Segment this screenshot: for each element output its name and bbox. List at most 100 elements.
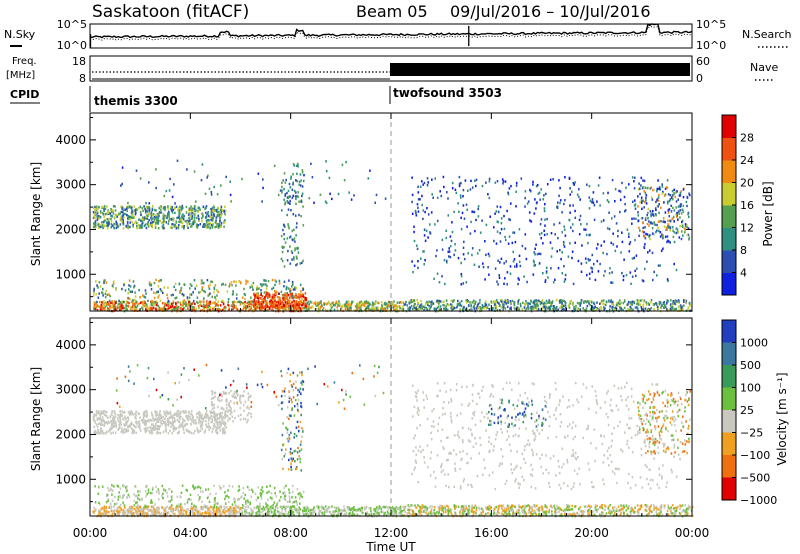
echo-cell [308, 303, 310, 306]
echo-cell [479, 231, 482, 234]
echo-cell [447, 250, 450, 253]
echo-cell [111, 224, 114, 227]
echo-cell [283, 224, 285, 227]
echo-cell [293, 256, 295, 259]
echo-cell [107, 416, 109, 420]
echo-cell [169, 416, 172, 419]
echo-cell [105, 289, 107, 293]
echo-cell [667, 209, 670, 212]
echo-cell [481, 219, 483, 222]
echo-cell [164, 216, 167, 219]
echo-cell [331, 510, 334, 514]
echo-cell [106, 224, 108, 227]
echo-cell [618, 299, 621, 302]
echo-cell [167, 205, 169, 208]
echo-cell [145, 226, 148, 230]
echo-cell [468, 304, 470, 307]
echo-cell [101, 291, 104, 295]
echo-cell [244, 293, 247, 297]
echo-cell [220, 505, 223, 509]
echo-cell [289, 195, 291, 198]
echo-cell [202, 417, 204, 420]
echo-cell [215, 431, 218, 435]
echo-cell [192, 211, 195, 214]
echo-cell [487, 266, 489, 269]
echo-cell [125, 422, 128, 425]
echo-cell [293, 164, 296, 167]
echo-cell [456, 303, 459, 306]
echo-cell [591, 270, 593, 273]
echo-cell [585, 307, 588, 310]
echo-cell [656, 187, 659, 191]
echo-cell [122, 222, 124, 225]
echo-cell [508, 235, 511, 238]
echo-cell [283, 306, 286, 310]
echo-cell [146, 208, 148, 212]
echo-cell [657, 199, 660, 202]
echo-cell [360, 300, 363, 303]
echo-cell [666, 186, 669, 189]
echo-cell [447, 197, 449, 200]
echo-cell [260, 303, 263, 306]
echo-cell [242, 301, 245, 305]
echo-cell [260, 293, 262, 297]
echo-cell [280, 234, 283, 238]
echo-cell [114, 415, 117, 418]
echo-cell [224, 413, 226, 417]
echo-cell [229, 409, 231, 412]
echo-cell [436, 299, 438, 303]
echo-cell [475, 184, 477, 188]
echo-cell [604, 303, 607, 307]
echo-cell [431, 178, 433, 181]
echo-cell [378, 505, 380, 508]
echo-cell [284, 202, 286, 205]
echo-cell [150, 429, 153, 433]
echo-cell [156, 416, 159, 420]
echo-cell [543, 207, 546, 210]
echo-cell [135, 410, 137, 413]
echo-cell [103, 205, 106, 208]
echo-cell [381, 505, 384, 509]
echo-cell [224, 307, 227, 310]
echo-cell [274, 279, 276, 282]
echo-cell [266, 284, 268, 287]
echo-cell [123, 427, 126, 431]
echo-cell [261, 283, 263, 286]
echo-cell [502, 306, 505, 309]
echo-cell [448, 255, 450, 258]
echo-cell [421, 203, 423, 207]
echo-cell [599, 307, 601, 310]
cpid-program-2: twofsound 3503 [393, 86, 502, 100]
echo-cell [255, 292, 257, 295]
echo-cell [168, 301, 171, 304]
echo-cell [564, 273, 567, 277]
echo-cell [363, 506, 366, 509]
echo-cell [669, 194, 672, 197]
echo-cell [420, 257, 422, 260]
echo-cell [178, 308, 181, 311]
echo-cell [398, 305, 401, 308]
echo-cell [545, 266, 548, 269]
echo-cell [462, 253, 465, 256]
echo-cell [119, 305, 122, 308]
echo-cell [525, 307, 528, 310]
echo-cell [531, 307, 534, 310]
echo-cell [532, 183, 534, 186]
echo-cell [639, 299, 642, 302]
echo-cell [243, 390, 245, 393]
echo-cell [288, 506, 291, 509]
echo-cell [244, 303, 246, 306]
echo-cell [681, 208, 684, 211]
echo-cell [191, 512, 194, 515]
echo-cell [647, 308, 650, 312]
echo-cell [153, 426, 155, 429]
echo-cell [505, 302, 508, 305]
echo-cell [140, 224, 142, 228]
echo-cell [578, 302, 580, 305]
echo-cell [182, 307, 184, 311]
echo-cell [662, 220, 665, 223]
echo-cell [615, 222, 618, 225]
echo-cell [170, 294, 173, 297]
echo-cell [254, 296, 256, 299]
echo-cell [524, 205, 526, 208]
